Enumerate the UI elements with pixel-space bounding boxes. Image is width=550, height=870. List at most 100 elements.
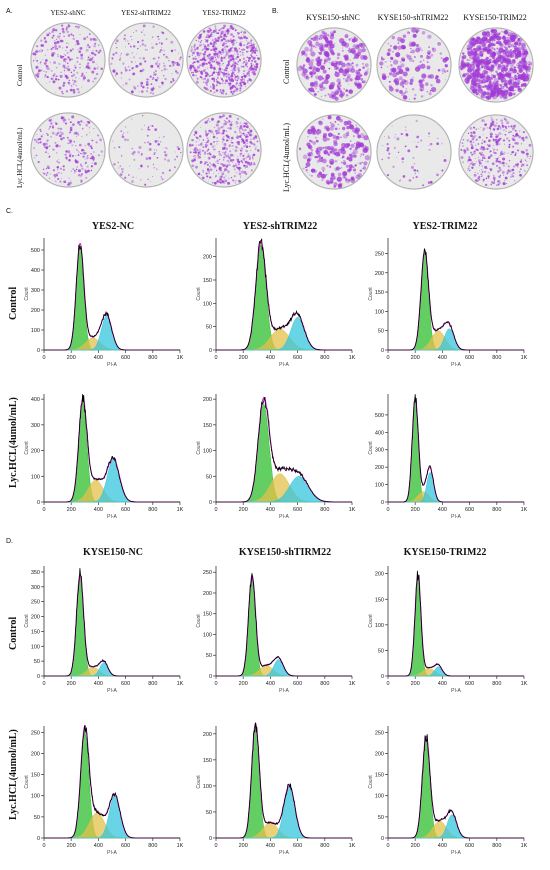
x-tick-label: 800 — [320, 681, 329, 687]
x-tick-label: 600 — [465, 681, 474, 687]
y-tick-label: 300 — [31, 423, 40, 429]
y-tick-label: 150 — [375, 597, 384, 603]
x-axis-label: PI-A — [107, 514, 117, 520]
panel-c-letter: C. — [6, 208, 13, 215]
y-tick-label: 200 — [31, 449, 40, 455]
y-tick-label: 250 — [31, 600, 40, 606]
x-axis-label: PI-A — [279, 514, 289, 520]
x-tick-label: 200 — [411, 355, 420, 361]
y-tick-label: 200 — [203, 591, 212, 597]
x-tick-label: 800 — [148, 843, 157, 849]
x-tick-label: 400 — [94, 843, 103, 849]
x-tick-label: 200 — [411, 507, 420, 513]
panel-d-letter: D. — [6, 538, 13, 545]
colony-plate — [186, 22, 262, 98]
panel-b-letter: B. — [272, 8, 279, 15]
model-fit-line — [216, 574, 352, 677]
g1-peak-area — [44, 574, 180, 677]
x-tick-label: 600 — [465, 507, 474, 513]
x-tick-label: 1K — [349, 681, 356, 687]
histogram-data-line — [216, 238, 352, 351]
y-tick-label: 100 — [375, 483, 384, 489]
x-tick-label: 200 — [239, 681, 248, 687]
y-tick-label: 350 — [31, 570, 40, 576]
x-tick-label: 200 — [411, 843, 420, 849]
y-tick-label: 50 — [34, 659, 40, 665]
x-tick-label: 0 — [42, 681, 45, 687]
x-axis-label: PI-A — [107, 362, 117, 368]
g2-peak-area — [44, 315, 180, 351]
x-tick-label: 400 — [94, 355, 103, 361]
x-tick-label: 0 — [214, 843, 217, 849]
histogram-data-line — [388, 734, 524, 839]
y-tick-label: 400 — [31, 397, 40, 403]
panel-a-title-2: YES2-shTRIM22 — [121, 9, 171, 17]
y-tick-label: 100 — [375, 309, 384, 315]
x-tick-label: 1K — [349, 355, 356, 361]
histogram-data-line — [44, 244, 180, 351]
histogram-data-line — [388, 248, 524, 351]
x-tick-label: 1K — [349, 843, 356, 849]
y-tick-label: 150 — [203, 758, 212, 764]
panel-b-title-3: KYSE150-TRIM22 — [463, 13, 527, 22]
x-tick-label: 0 — [214, 355, 217, 361]
x-tick-label: 200 — [67, 681, 76, 687]
x-axis-label: PI-A — [451, 514, 461, 520]
y-axis-label: Count — [24, 287, 30, 301]
histogram-kyse150-shtirm22-control: 0 50 100 150 200 250 0 200 400 600 800 1K PI-A Count — [196, 566, 356, 694]
x-tick-label: 400 — [266, 355, 275, 361]
y-tick-label: 150 — [203, 612, 212, 618]
histogram-kyse150-trim22-lyc: 0 50 100 150 200 250 0 200 400 600 800 1K PI-A Count — [368, 726, 528, 856]
g2-peak-area — [44, 795, 180, 839]
y-tick-label: 400 — [31, 268, 40, 274]
x-tick-label: 600 — [465, 843, 474, 849]
model-fit-line — [388, 250, 524, 351]
model-fit-line — [388, 395, 524, 503]
model-fit-line — [44, 573, 180, 677]
x-axis-label: PI-A — [279, 688, 289, 694]
x-tick-label: 800 — [148, 507, 157, 513]
panel-b-title-1: KYSE150-shNC — [306, 13, 360, 22]
x-tick-label: 1K — [349, 507, 356, 513]
y-tick-label: 200 — [203, 732, 212, 738]
y-tick-label: 0 — [209, 500, 212, 506]
panel-c-title-2: YES2-shTRIM22 — [242, 221, 318, 232]
y-tick-label: 100 — [31, 328, 40, 334]
x-tick-label: 400 — [266, 507, 275, 513]
x-tick-label: 800 — [492, 681, 501, 687]
y-tick-label: 200 — [31, 751, 40, 757]
y-tick-label: 0 — [381, 674, 384, 680]
x-tick-label: 400 — [438, 507, 447, 513]
x-axis-label: PI-A — [451, 688, 461, 694]
histogram-yes2-trim22-control: 0 50 100 150 200 250 0 200 400 600 800 1K PI-A Count — [368, 238, 528, 368]
x-tick-label: 800 — [148, 681, 157, 687]
x-tick-label: 0 — [214, 681, 217, 687]
y-tick-label: 250 — [375, 251, 384, 257]
x-tick-label: 400 — [438, 681, 447, 687]
y-tick-label: 0 — [381, 836, 384, 842]
x-tick-label: 600 — [121, 681, 130, 687]
y-tick-label: 0 — [209, 674, 212, 680]
y-tick-label: 400 — [375, 430, 384, 436]
g2-peak-area — [388, 328, 524, 351]
x-tick-label: 600 — [293, 355, 302, 361]
y-axis-label: Count — [24, 441, 30, 455]
x-tick-label: 600 — [293, 843, 302, 849]
histogram-data-line — [44, 568, 180, 677]
x-tick-label: 1K — [521, 681, 528, 687]
y-tick-label: 50 — [206, 474, 212, 480]
x-tick-label: 600 — [121, 355, 130, 361]
x-axis-label: PI-A — [451, 362, 461, 368]
colony-plate — [458, 114, 534, 190]
x-tick-label: 800 — [492, 507, 501, 513]
y-tick-label: 150 — [375, 290, 384, 296]
colony-plate — [296, 27, 372, 103]
panel-b-title-2: KYSE150-shTRIM22 — [377, 13, 449, 22]
g1-peak-area — [388, 400, 524, 503]
y-tick-label: 100 — [203, 632, 212, 638]
y-tick-label: 50 — [206, 653, 212, 659]
x-tick-label: 1K — [177, 681, 184, 687]
y-axis-label: Count — [368, 287, 374, 301]
histogram-kyse150-trim22-control: 0 50 100 150 200 0 200 400 600 800 1K PI-A Count — [368, 566, 528, 694]
x-tick-label: 1K — [177, 355, 184, 361]
